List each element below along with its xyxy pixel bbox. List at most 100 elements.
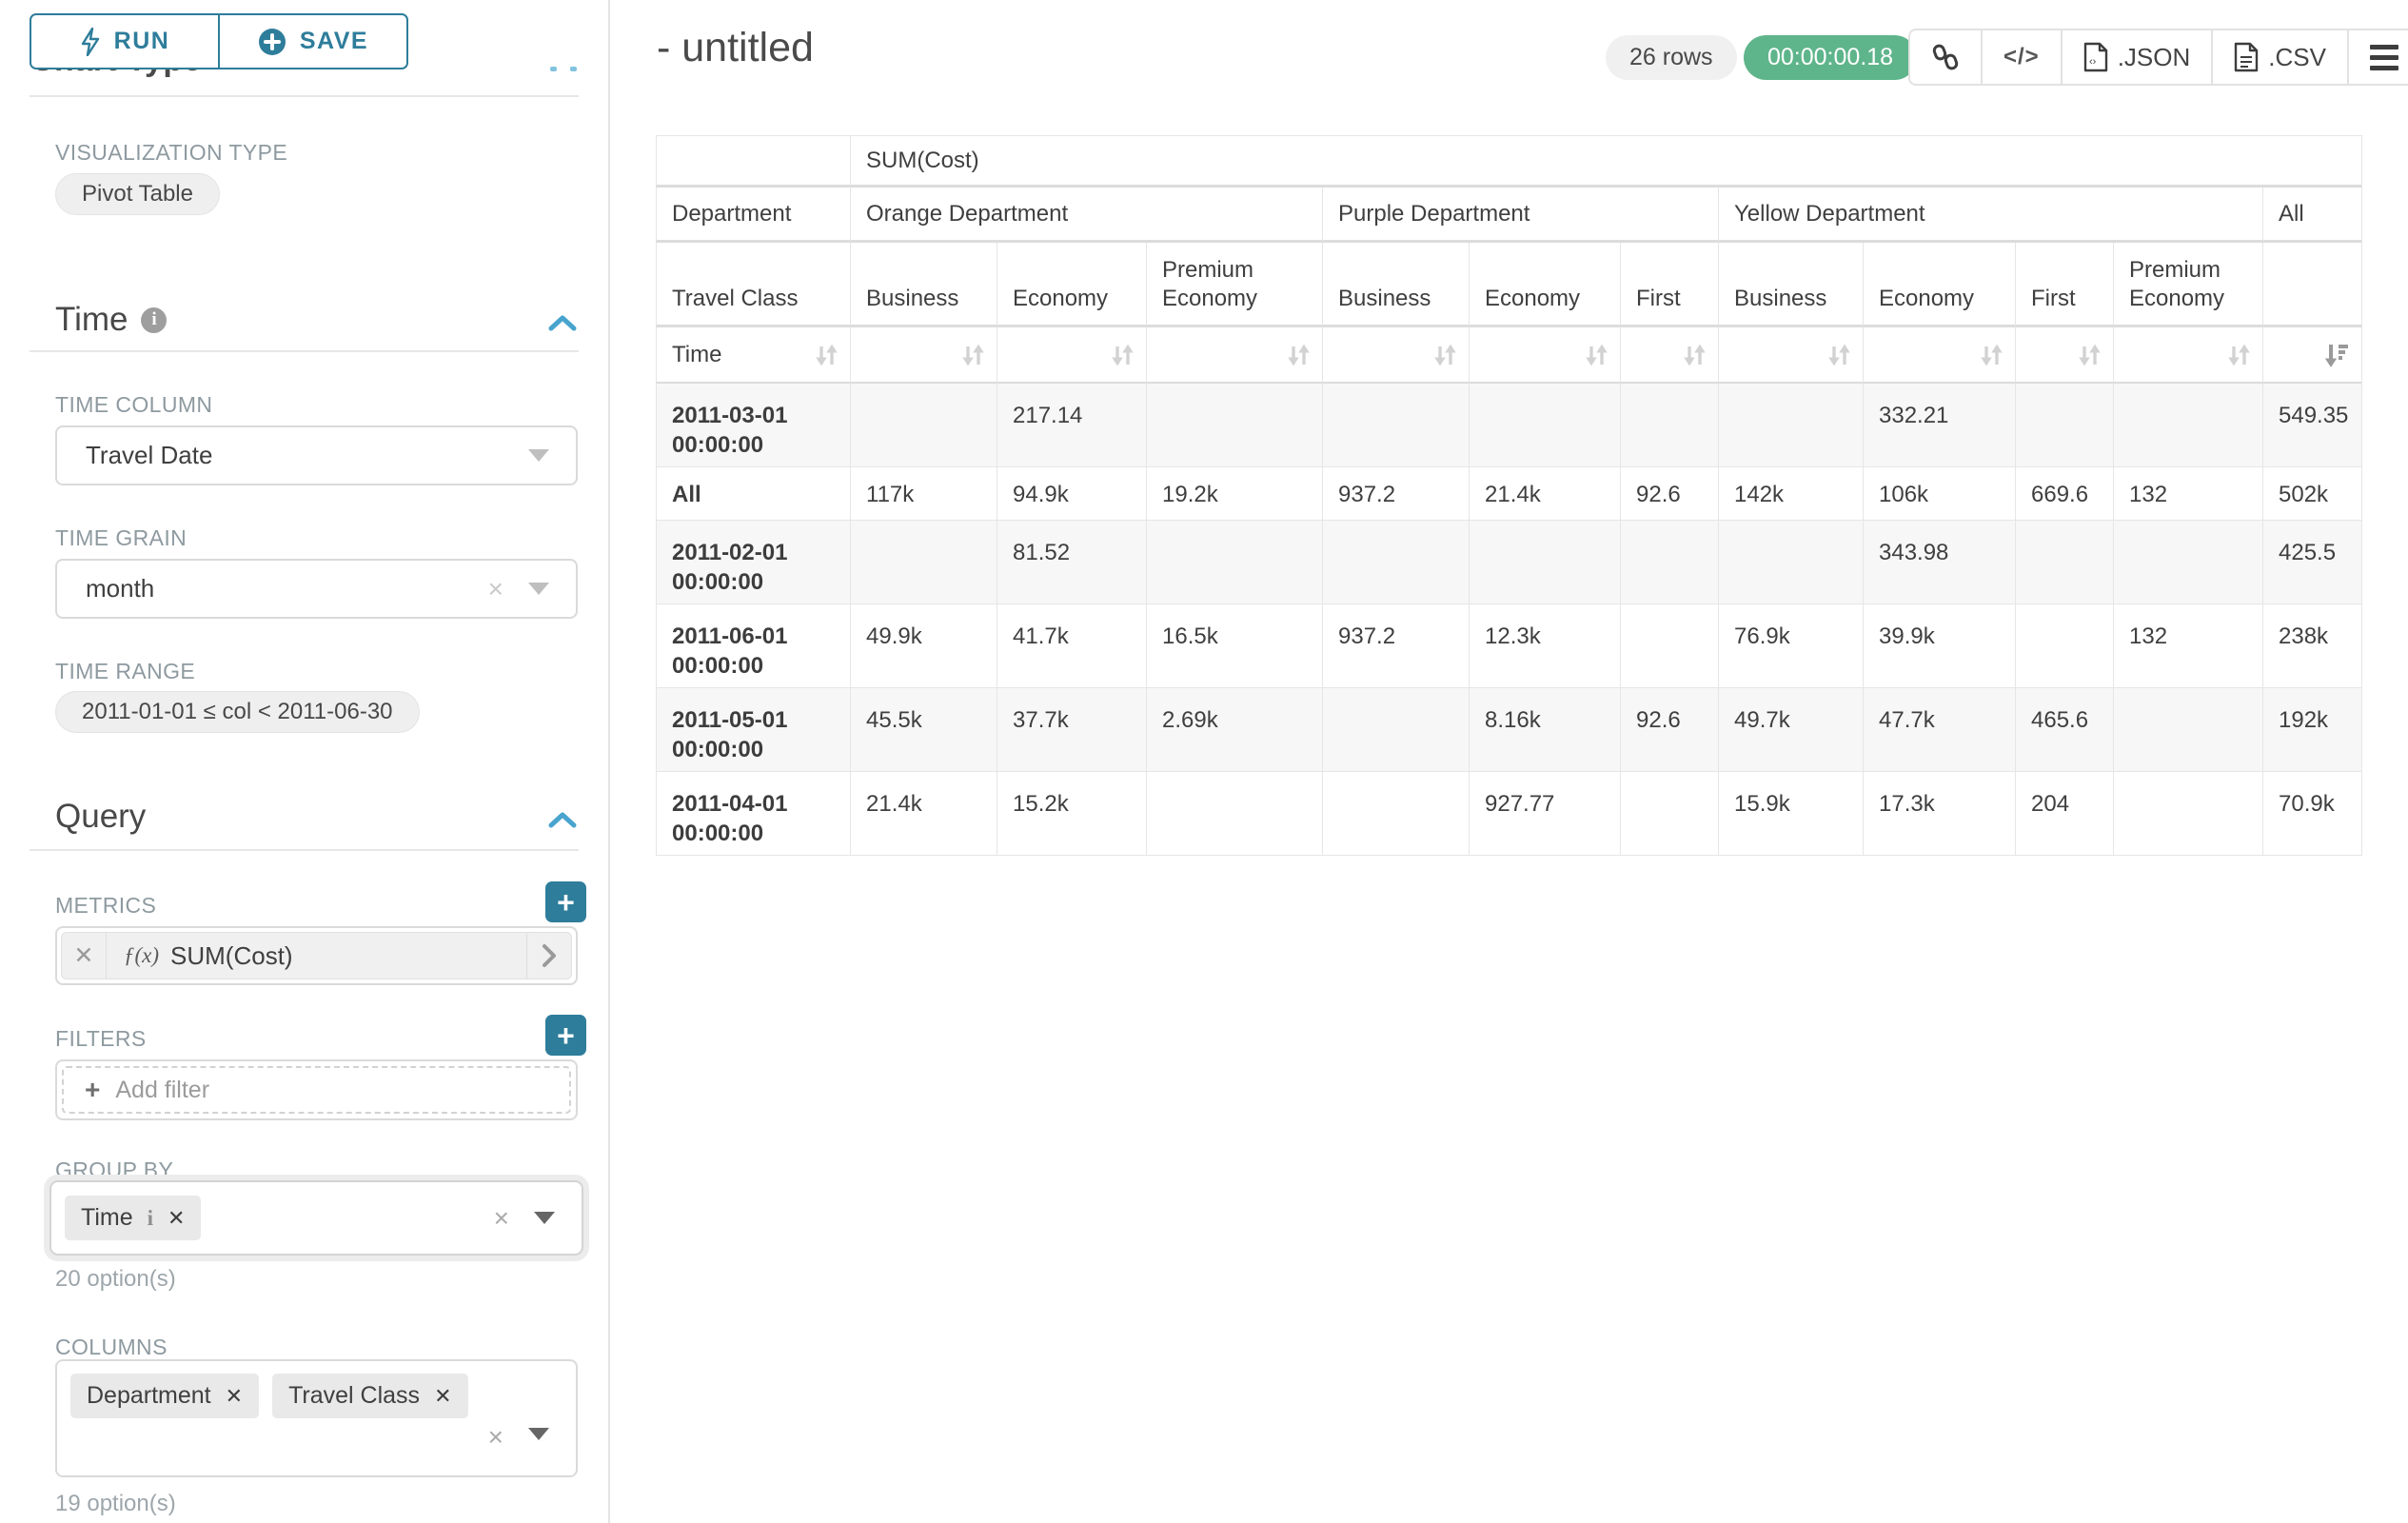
time-grain-value: month xyxy=(86,574,155,603)
remove-chip-icon[interactable]: ✕ xyxy=(225,1383,244,1408)
time-column-select[interactable]: Travel Date xyxy=(55,425,578,485)
sort-header[interactable] xyxy=(2263,327,2362,384)
table-cell: 142k xyxy=(1719,467,1864,521)
column-group-header: All xyxy=(2263,188,2362,243)
table-cell: 17.3k xyxy=(1864,772,2016,856)
table-row: 2011-03-01 00:00:00 217.14 332.21 549.35 xyxy=(656,384,2362,467)
column-header: Premium Economy xyxy=(1147,243,1323,327)
sort-header[interactable] xyxy=(1470,327,1621,384)
sort-header[interactable] xyxy=(1719,327,1864,384)
save-button[interactable]: SAVE xyxy=(218,13,408,69)
table-cell: 21.4k xyxy=(851,772,997,856)
remove-chip-icon[interactable]: ✕ xyxy=(168,1205,186,1230)
group-by-chip-time[interactable]: Time i ✕ xyxy=(65,1196,202,1240)
column-header: Business xyxy=(1719,243,1864,327)
sort-icon[interactable] xyxy=(2077,342,2102,368)
divider xyxy=(30,350,579,352)
run-button[interactable]: RUN xyxy=(30,13,220,69)
table-cell xyxy=(1323,521,1470,604)
table-cell xyxy=(1470,384,1621,467)
table-cell xyxy=(2114,688,2263,772)
export-json-button[interactable]: ‹› .JSON xyxy=(2060,30,2212,84)
sort-icon[interactable] xyxy=(1979,342,2003,368)
columns-chip-department[interactable]: Department ✕ xyxy=(70,1374,260,1418)
column-group-header: Purple Department xyxy=(1323,188,1719,243)
sort-header[interactable] xyxy=(1147,327,1323,384)
sort-header[interactable] xyxy=(997,327,1147,384)
sort-icon[interactable] xyxy=(1682,342,1707,368)
group-by-select[interactable]: Time i ✕ × xyxy=(49,1180,583,1256)
metric-header: SUM(Cost) xyxy=(851,135,2362,188)
divider xyxy=(30,849,579,851)
hamburger-icon xyxy=(2369,44,2398,70)
table-cell xyxy=(2114,772,2263,856)
sort-icon[interactable] xyxy=(960,342,985,368)
columns-select[interactable]: Department ✕ Travel Class ✕ × xyxy=(55,1359,578,1477)
add-metric-button[interactable]: + xyxy=(545,881,586,922)
table-row: 2011-04-01 00:00:00 21.4k 15.2k 927.77 15.9k… xyxy=(656,772,2362,856)
metric-pill[interactable]: ✕ ƒ(x) SUM(Cost) xyxy=(61,932,572,979)
table-cell xyxy=(2016,604,2114,688)
divider xyxy=(30,95,579,97)
sort-header[interactable] xyxy=(1864,327,2016,384)
info-icon: i xyxy=(141,307,168,333)
sort-icon[interactable] xyxy=(1826,342,1851,368)
chevron-right-icon[interactable] xyxy=(526,933,571,979)
table-cell: 132 xyxy=(2114,467,2263,521)
filters-box: + Add filter xyxy=(55,1059,578,1120)
sort-header[interactable] xyxy=(2016,327,2114,384)
table-cell: 549.35 xyxy=(2263,384,2362,467)
sort-icon[interactable] xyxy=(2226,342,2251,368)
sort-icon[interactable] xyxy=(1432,342,1457,368)
menu-button[interactable] xyxy=(2346,30,2408,84)
sort-icon[interactable] xyxy=(1584,342,1609,368)
filters-label: FILTERS xyxy=(55,1026,147,1051)
add-filter-button[interactable]: + Add filter xyxy=(62,1066,571,1114)
sort-header[interactable] xyxy=(1621,327,1719,384)
chart-type-collapse-dots xyxy=(550,67,577,71)
sort-header[interactable] xyxy=(851,327,997,384)
remove-metric-icon[interactable]: ✕ xyxy=(62,933,107,979)
time-sort-header[interactable]: Time xyxy=(656,327,851,384)
sort-icon[interactable] xyxy=(814,342,839,368)
clear-icon[interactable]: × xyxy=(493,1202,509,1233)
table-cell: 192k xyxy=(2263,688,2362,772)
table-row: All 117k 94.9k 19.2k 937.2 21.4k 92.6 142k 106k 6… xyxy=(656,467,2362,521)
group-by-helper-text: 20 option(s) xyxy=(55,1266,176,1292)
remove-chip-icon[interactable]: ✕ xyxy=(434,1383,452,1408)
viz-type-value-pill[interactable]: Pivot Table xyxy=(55,173,220,215)
table-row: 2011-05-01 00:00:00 45.5k 37.7k 2.69k 8.16k 9… xyxy=(656,688,2362,772)
export-csv-button[interactable]: .CSV xyxy=(2211,30,2347,84)
sort-header[interactable] xyxy=(1323,327,1470,384)
table-cell xyxy=(1323,384,1470,467)
column-header: Premium Economy xyxy=(2114,243,2263,327)
column-group-header: Orange Department xyxy=(851,188,1323,243)
lightning-bolt-icon xyxy=(81,27,99,56)
copy-link-button[interactable] xyxy=(1910,30,1981,84)
clear-icon[interactable]: × xyxy=(487,573,503,603)
table-cell: 19.2k xyxy=(1147,467,1323,521)
table-cell: 16.5k xyxy=(1147,604,1323,688)
chevron-up-icon[interactable] xyxy=(548,811,577,828)
time-range-pill[interactable]: 2011-01-01 ≤ col < 2011-06-30 xyxy=(55,691,420,733)
column-header: Economy xyxy=(997,243,1147,327)
sort-icon[interactable] xyxy=(1286,342,1311,368)
sort-header[interactable] xyxy=(2114,327,2263,384)
chart-title[interactable]: - untitled xyxy=(657,25,814,70)
add-filter-plus-button[interactable]: + xyxy=(545,1015,586,1056)
time-range-label: TIME RANGE xyxy=(55,659,196,683)
row-label: 2011-05-01 00:00:00 xyxy=(656,688,851,772)
chevron-down-icon xyxy=(528,1428,549,1440)
view-query-button[interactable]: </> xyxy=(1981,30,2061,84)
table-cell: 2.69k xyxy=(1147,688,1323,772)
sort-descending-icon[interactable] xyxy=(2323,342,2350,368)
row-label: All xyxy=(656,467,851,521)
clear-icon[interactable]: × xyxy=(487,1422,503,1452)
table-cell: 81.52 xyxy=(997,521,1147,604)
chevron-up-icon[interactable] xyxy=(548,314,577,331)
table-cell xyxy=(851,384,997,467)
time-grain-select[interactable]: month × xyxy=(55,559,578,619)
time-grain-label: TIME GRAIN xyxy=(55,525,188,550)
sort-icon[interactable] xyxy=(1110,342,1135,368)
columns-chip-travel-class[interactable]: Travel Class ✕ xyxy=(272,1374,468,1418)
